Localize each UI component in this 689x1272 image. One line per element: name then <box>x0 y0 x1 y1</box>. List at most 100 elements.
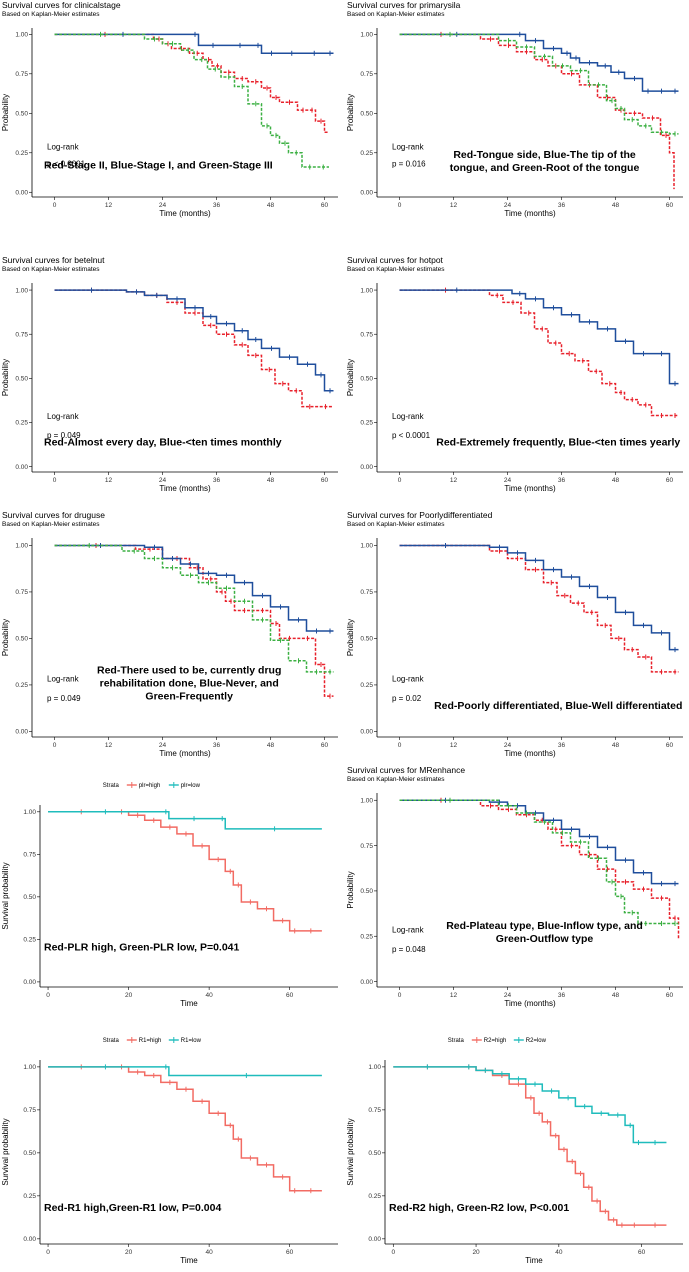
x-tick-label: 60 <box>666 742 674 749</box>
survival-curve-stage-ii <box>54 33 329 133</box>
survival-curve-inflow-type <box>399 799 679 885</box>
logrank-label: Log-rank <box>47 674 80 683</box>
x-tick-label: 24 <box>504 742 512 749</box>
chart-subtitle: Based on Kaplan-Meier estimates <box>347 776 445 783</box>
x-axis-label: Time (months) <box>504 999 556 1008</box>
legend-caption: Green-Frequently <box>145 690 233 702</box>
x-tick-label: 48 <box>267 742 275 749</box>
km-panel-p9: Strata R1=high R1=low 0.00 0.25 0.50 0.75 1.00 0… <box>0 1030 344 1272</box>
x-tick-label: 36 <box>558 477 566 484</box>
x-tick-label: 12 <box>450 477 458 484</box>
chart-title: Survival curves for Poorlydifferentiated <box>347 510 493 520</box>
p-value: p = 0.049 <box>47 431 81 440</box>
x-tick-label: 48 <box>612 992 620 999</box>
y-tick-label: 0.00 <box>368 1236 381 1243</box>
y-tick-label: 1.00 <box>360 32 373 39</box>
survival-curve-the-tip-of-the-tongue <box>399 33 679 92</box>
survival-curve-poorly-differentiated <box>399 544 679 673</box>
p-value: p < 0.0001 <box>392 431 431 440</box>
y-tick-label: 0.75 <box>23 1107 36 1114</box>
y-tick-label: 0.25 <box>360 150 373 157</box>
x-tick-label: 48 <box>612 202 620 209</box>
chart-subtitle: Based on Kaplan-Meier estimates <box>2 266 100 273</box>
survival-curve-never <box>54 544 334 632</box>
legend-caption: Red-Extremely frequently, Blue-<ten time… <box>436 437 680 449</box>
y-tick-label: 0.00 <box>360 979 373 986</box>
x-tick-label: 60 <box>666 992 674 999</box>
y-tick-label: 0.75 <box>15 589 28 596</box>
x-axis-label: Time <box>525 1256 543 1265</box>
survival-curve-r1-low <box>48 1066 322 1077</box>
y-tick-label: 0.50 <box>360 110 373 117</box>
legend-caption: Red-R1 high,Green-R1 low, P=0.004 <box>44 1202 221 1214</box>
y-tick-label: 0.50 <box>360 636 373 643</box>
y-tick-label: 0.75 <box>23 852 36 859</box>
y-axis-label: Probability <box>346 359 355 396</box>
logrank-label: Log-rank <box>392 926 425 935</box>
km-panel-p6: Survival curves for Poorlydifferentiated… <box>345 510 689 765</box>
logrank-label: Log-rank <box>47 412 80 421</box>
logrank-label: Log-rank <box>392 143 425 152</box>
p-value: p < 0.0001 <box>47 160 86 169</box>
survival-curve-stage-iii <box>54 33 329 168</box>
y-tick-label: 0.75 <box>15 331 28 338</box>
chart-subtitle: Based on Kaplan-Meier estimates <box>2 11 100 18</box>
y-axis-label: Probability <box>346 871 355 908</box>
y-tick-label: 0.25 <box>23 937 36 944</box>
p-value: p = 0.048 <box>392 945 426 954</box>
y-tick-label: 1.00 <box>368 1064 381 1071</box>
chart-title: Survival curves for hotpot <box>347 255 444 265</box>
y-tick-label: 0.25 <box>360 933 373 940</box>
y-tick-label: 1.00 <box>360 287 373 294</box>
chart-subtitle: Based on Kaplan-Meier estimates <box>347 266 445 273</box>
x-tick-label: 36 <box>213 742 221 749</box>
x-tick-label: 60 <box>321 742 329 749</box>
x-tick-label: 36 <box>213 477 221 484</box>
x-tick-label: 0 <box>53 477 57 484</box>
km-panel-p10: Strata R2=high R2=low 0.00 0.25 0.50 0.75 1.00 0… <box>345 1030 689 1272</box>
legend-caption: Red-There used to be, currently drug <box>97 664 281 676</box>
x-tick-label: 36 <box>213 202 221 209</box>
x-tick-label: 0 <box>53 202 57 209</box>
survival-curve-stage-i <box>54 33 334 55</box>
legend-title: Strata <box>103 783 120 789</box>
y-tick-label: 0.25 <box>15 682 28 689</box>
y-tick-label: 0.25 <box>15 150 28 157</box>
y-tick-label: 0.75 <box>360 71 373 78</box>
x-tick-label: 0 <box>46 992 50 999</box>
y-axis-label: Survival probability <box>1 1118 10 1185</box>
x-tick-label: 20 <box>472 1249 480 1256</box>
logrank-label: Log-rank <box>47 143 80 152</box>
x-tick-label: 48 <box>267 477 275 484</box>
p-value: p = 0.02 <box>392 694 422 703</box>
chart-title: Survival curves for betelnut <box>2 255 105 265</box>
km-panel-p1: Survival curves for clinicalstage Based o… <box>0 0 344 225</box>
survival-curve-plateau-type <box>399 799 680 940</box>
x-tick-label: 24 <box>159 742 167 749</box>
y-tick-label: 0.50 <box>15 636 28 643</box>
survival-curve-tongue-side <box>399 33 675 190</box>
survival-curve-plr-high <box>48 811 322 932</box>
x-tick-label: 0 <box>398 742 402 749</box>
km-panel-p3: Survival curves for betelnut Based on Kap… <box>0 255 344 500</box>
x-tick-label: 0 <box>398 202 402 209</box>
y-tick-label: 0.75 <box>360 589 373 596</box>
legend-caption: Red-Stage II, Blue-Stage I, and Green-St… <box>44 159 273 171</box>
legend-title: Strata <box>448 1038 465 1044</box>
x-tick-label: 40 <box>206 992 214 999</box>
survival-curve-r1-high <box>48 1066 322 1192</box>
legend-label: plr=low <box>181 783 201 789</box>
x-axis-label: Time (months) <box>159 484 211 493</box>
x-tick-label: 0 <box>398 992 402 999</box>
y-axis-label: Probability <box>1 94 10 131</box>
y-tick-label: 1.00 <box>15 543 28 550</box>
y-tick-label: 0.75 <box>368 1107 381 1114</box>
survival-curve-r2-low <box>393 1066 667 1144</box>
legend-caption: Red-Plateau type, Blue-Inflow type, and <box>446 920 643 932</box>
survival-curve-frequently <box>54 544 334 673</box>
legend-label: R2=low <box>526 1038 547 1044</box>
x-tick-label: 12 <box>105 202 113 209</box>
x-tick-label: 60 <box>666 477 674 484</box>
x-axis-label: Time (months) <box>504 484 556 493</box>
